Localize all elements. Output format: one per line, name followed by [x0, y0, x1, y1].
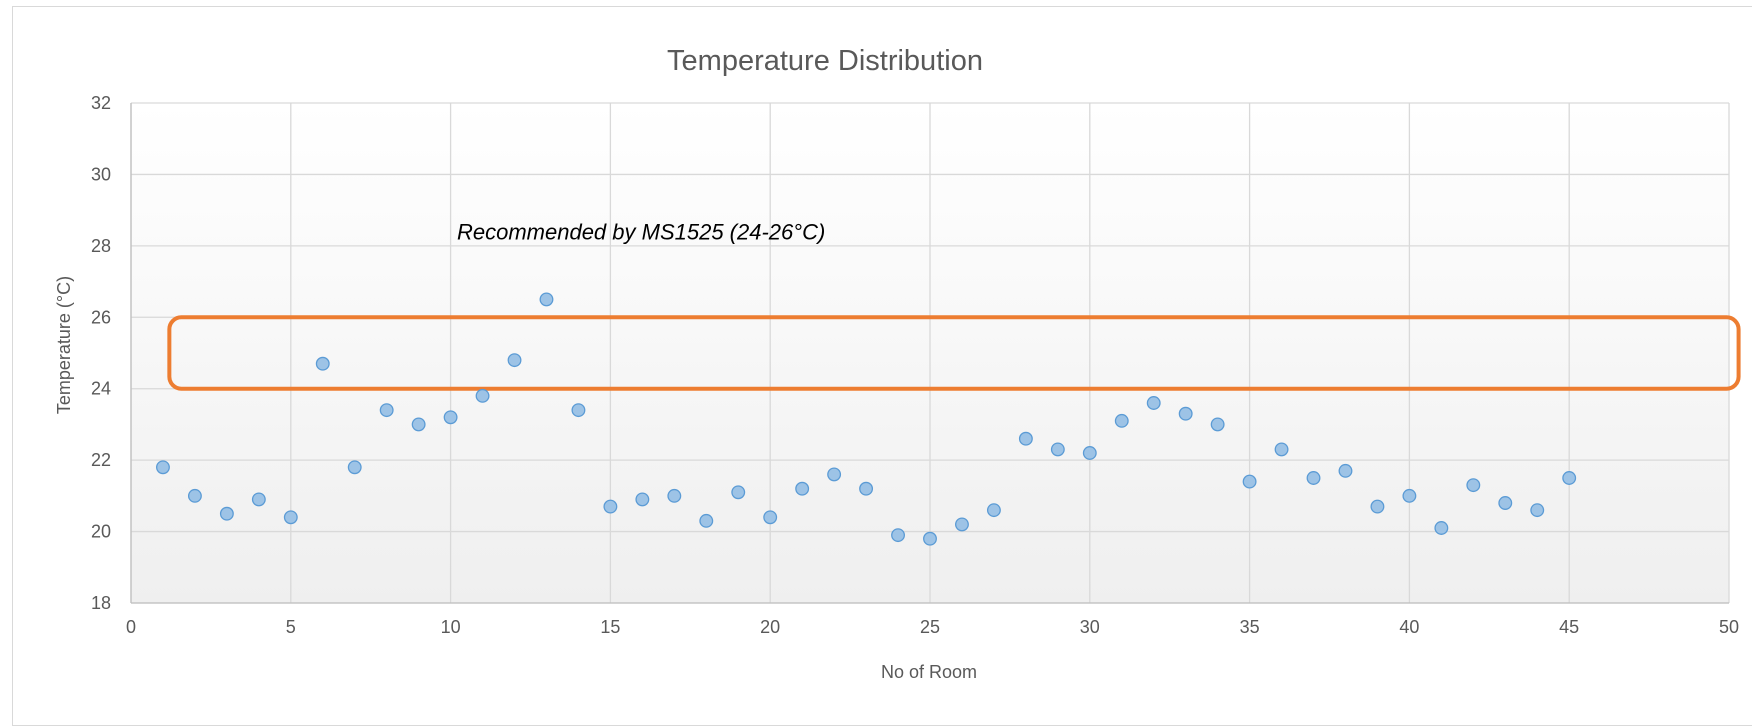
data-point-31 [1114, 413, 1129, 428]
x-tick-label-9: 45 [1559, 617, 1579, 637]
x-tick-label-0: 0 [126, 617, 136, 637]
data-point-27 [986, 503, 1001, 518]
x-tick-label-1: 5 [286, 617, 296, 637]
data-point-23 [859, 481, 874, 496]
data-point-2 [187, 488, 202, 503]
chart-title: Temperature Distribution [667, 45, 983, 77]
data-point-14 [571, 403, 586, 418]
data-point-1 [156, 460, 170, 475]
data-point-17 [667, 488, 682, 503]
data-point-34 [1210, 417, 1225, 432]
data-point-30 [1082, 446, 1097, 460]
data-point-33 [1178, 406, 1193, 421]
recommended-band [167, 315, 1741, 391]
x-tick-label-6: 30 [1080, 617, 1100, 637]
data-point-21 [795, 481, 810, 496]
data-point-29 [1050, 442, 1065, 457]
y-tick-label-1: 20 [91, 522, 111, 542]
data-point-41 [1434, 521, 1449, 535]
y-tick-label-4: 26 [91, 307, 111, 327]
data-point-44 [1530, 503, 1545, 518]
data-point-39 [1370, 499, 1385, 514]
data-point-25 [923, 531, 937, 546]
data-point-20 [763, 510, 778, 525]
x-tick-label-2: 10 [441, 617, 461, 637]
data-point-36 [1274, 442, 1289, 457]
data-point-18 [699, 513, 714, 528]
y-tick-label-5: 28 [91, 236, 111, 256]
tick-labels: 18 20 22 24 26 28 30 32 0 5 10 15 20 25 30 35 40 45 50 [91, 93, 1739, 637]
data-point-45 [1562, 471, 1577, 485]
data-point-19 [731, 485, 746, 500]
x-tick-label-8: 40 [1399, 617, 1419, 637]
data-point-42 [1466, 478, 1481, 493]
data-point-28 [1018, 431, 1033, 446]
data-point-5 [283, 510, 298, 525]
data-point-6 [315, 356, 330, 371]
data-point-43 [1498, 496, 1513, 510]
data-point-16 [635, 492, 650, 507]
data-point-38 [1338, 463, 1353, 478]
data-point-15 [603, 499, 618, 514]
data-point-32 [1146, 396, 1161, 410]
data-point-7 [347, 460, 362, 475]
x-tick-label-7: 35 [1240, 617, 1260, 637]
data-point-35 [1242, 474, 1257, 489]
y-tick-label-0: 18 [91, 593, 111, 613]
recommended-band-box [167, 315, 1741, 391]
data-point-10 [443, 410, 458, 425]
data-point-12 [507, 353, 522, 368]
y-tick-label-7: 32 [91, 93, 111, 113]
x-tick-label-5: 25 [920, 617, 940, 637]
y-axis-title: Temperature (°C) [54, 276, 74, 414]
data-point-11 [475, 388, 490, 403]
x-tick-label-4: 20 [760, 617, 780, 637]
data-point-26 [955, 517, 969, 532]
y-tick-label-3: 24 [91, 379, 111, 399]
data-point-22 [827, 467, 842, 482]
data-point-37 [1306, 471, 1321, 485]
y-tick-label-2: 22 [91, 450, 111, 470]
x-axis-title: No of Room [881, 662, 977, 682]
data-point-24 [891, 528, 905, 543]
data-point-9 [411, 417, 426, 432]
y-tick-label-6: 30 [91, 164, 111, 184]
data-point-4 [251, 492, 266, 507]
data-points [156, 292, 1577, 546]
data-point-40 [1402, 488, 1417, 503]
data-point-13 [539, 292, 554, 307]
axes [130, 103, 1729, 604]
data-point-8 [379, 403, 394, 418]
band-annotation-label: Recommended by MS1525 (24-26°C) [457, 220, 825, 245]
x-tick-label-10: 50 [1719, 617, 1739, 637]
x-tick-label-3: 15 [600, 617, 620, 637]
data-point-3 [219, 506, 234, 521]
